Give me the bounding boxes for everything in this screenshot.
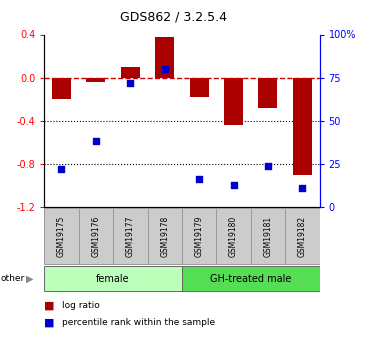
Bar bbox=[121, 67, 140, 78]
FancyBboxPatch shape bbox=[44, 266, 182, 291]
Text: GSM19181: GSM19181 bbox=[263, 216, 273, 257]
Point bbox=[265, 163, 271, 168]
Bar bbox=[293, 78, 312, 175]
Text: ▶: ▶ bbox=[26, 274, 33, 284]
FancyBboxPatch shape bbox=[182, 266, 320, 291]
Point bbox=[196, 177, 202, 182]
Bar bbox=[155, 37, 174, 78]
Text: GDS862 / 3.2.5.4: GDS862 / 3.2.5.4 bbox=[120, 10, 227, 23]
Text: GSM19179: GSM19179 bbox=[194, 216, 204, 257]
Point bbox=[299, 185, 305, 191]
FancyBboxPatch shape bbox=[113, 208, 147, 265]
Text: GSM19175: GSM19175 bbox=[57, 216, 66, 257]
Text: female: female bbox=[96, 274, 130, 284]
Bar bbox=[258, 78, 278, 108]
FancyBboxPatch shape bbox=[44, 208, 79, 265]
Text: GSM19177: GSM19177 bbox=[126, 216, 135, 257]
FancyBboxPatch shape bbox=[182, 208, 216, 265]
Bar bbox=[190, 78, 209, 97]
FancyBboxPatch shape bbox=[79, 208, 113, 265]
Text: other: other bbox=[1, 274, 25, 283]
Point bbox=[162, 66, 168, 72]
FancyBboxPatch shape bbox=[251, 208, 285, 265]
Text: GSM19176: GSM19176 bbox=[91, 216, 100, 257]
Text: log ratio: log ratio bbox=[62, 301, 99, 310]
Bar bbox=[52, 78, 71, 99]
Text: ■: ■ bbox=[44, 318, 55, 327]
Point bbox=[93, 139, 99, 144]
Text: GSM19178: GSM19178 bbox=[160, 216, 169, 257]
Bar bbox=[86, 78, 105, 82]
Text: percentile rank within the sample: percentile rank within the sample bbox=[62, 318, 215, 327]
FancyBboxPatch shape bbox=[285, 208, 320, 265]
Text: GH-treated male: GH-treated male bbox=[210, 274, 291, 284]
Text: GSM19180: GSM19180 bbox=[229, 216, 238, 257]
Text: GSM19182: GSM19182 bbox=[298, 216, 307, 257]
Point bbox=[127, 80, 133, 86]
Text: ■: ■ bbox=[44, 300, 55, 310]
Point bbox=[59, 166, 65, 172]
Point bbox=[231, 182, 237, 187]
FancyBboxPatch shape bbox=[216, 208, 251, 265]
FancyBboxPatch shape bbox=[147, 208, 182, 265]
Bar bbox=[224, 78, 243, 125]
